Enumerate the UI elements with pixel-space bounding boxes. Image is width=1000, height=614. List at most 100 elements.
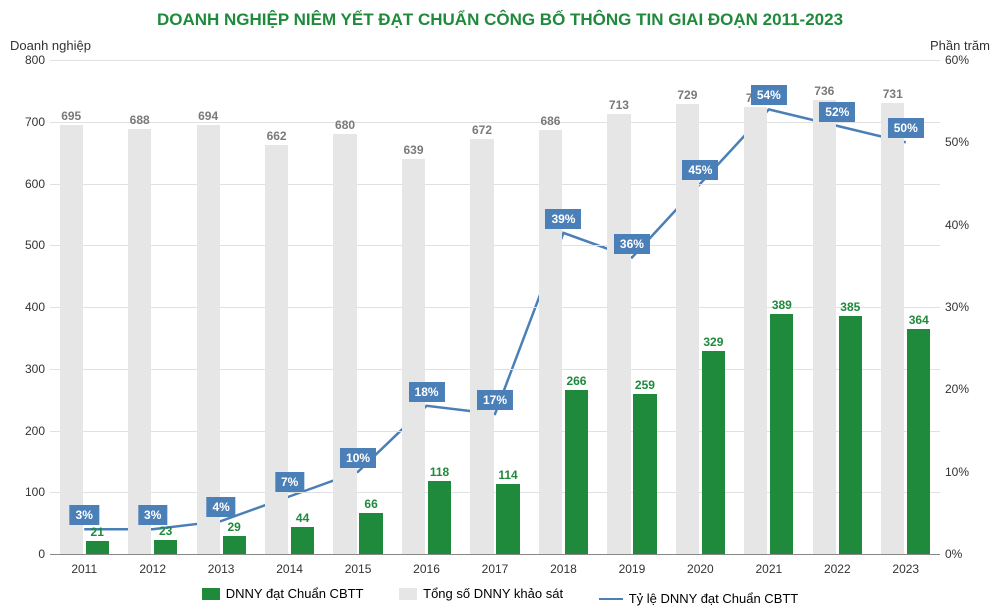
ytick-left: 200 <box>10 424 45 438</box>
bar-pass <box>359 513 382 554</box>
bar-pass-label: 29 <box>227 520 240 534</box>
bar-pass-label: 389 <box>772 298 792 312</box>
legend: DNNY đạt Chuẩn CBTT Tổng số DNNY khảo sá… <box>0 586 1000 606</box>
bar-pass <box>907 329 930 554</box>
ratio-label: 4% <box>206 497 235 517</box>
xtick: 2020 <box>687 562 714 576</box>
xtick: 2019 <box>619 562 646 576</box>
bar-total-label: 731 <box>883 87 903 101</box>
ratio-label: 45% <box>682 160 718 180</box>
ytick-right: 30% <box>945 300 990 314</box>
bar-pass <box>291 527 314 554</box>
bar-total-label: 680 <box>335 118 355 132</box>
ytick-left: 500 <box>10 238 45 252</box>
bar-total-label: 736 <box>814 84 834 98</box>
ytick-right: 50% <box>945 135 990 149</box>
bar-pass <box>496 484 519 554</box>
ytick-right: 40% <box>945 218 990 232</box>
grid-line <box>50 431 940 432</box>
xtick: 2016 <box>413 562 440 576</box>
bar-total <box>813 100 836 554</box>
bar-pass-label: 329 <box>703 335 723 349</box>
bar-total <box>539 130 562 554</box>
ytick-right: 60% <box>945 53 990 67</box>
bar-total-label: 729 <box>677 88 697 102</box>
bar-pass-label: 259 <box>635 378 655 392</box>
bar-pass-label: 66 <box>364 497 377 511</box>
ytick-right: 20% <box>945 382 990 396</box>
bar-total <box>265 145 288 554</box>
xtick: 2017 <box>482 562 509 576</box>
legend-item-line: Tỷ lệ DNNY đạt Chuẩn CBTT <box>599 591 799 606</box>
legend-item-green: DNNY đạt Chuẩn CBTT <box>202 586 364 601</box>
bar-total-label: 662 <box>267 129 287 143</box>
bar-total <box>881 103 904 554</box>
bar-total-label: 639 <box>404 143 424 157</box>
grid-line <box>50 184 940 185</box>
ratio-label: 54% <box>751 85 787 105</box>
ytick-left: 800 <box>10 53 45 67</box>
ratio-label: 39% <box>545 209 581 229</box>
bar-total-label: 695 <box>61 109 81 123</box>
ytick-left: 300 <box>10 362 45 376</box>
bar-pass-label: 21 <box>91 525 104 539</box>
ytick-left: 600 <box>10 177 45 191</box>
bar-pass <box>770 314 793 554</box>
legend-swatch-green <box>202 588 220 600</box>
ytick-left: 100 <box>10 485 45 499</box>
bar-pass <box>565 390 588 554</box>
bar-total-label: 688 <box>130 113 150 127</box>
bar-pass-label: 385 <box>840 300 860 314</box>
bar-total <box>128 129 151 554</box>
xtick: 2022 <box>824 562 851 576</box>
bar-total <box>607 114 630 554</box>
bar-pass-label: 364 <box>909 313 929 327</box>
legend-label-green: DNNY đạt Chuẩn CBTT <box>226 586 364 601</box>
bar-pass-label: 114 <box>498 468 517 482</box>
bar-total <box>470 139 493 554</box>
ytick-right: 0% <box>945 547 990 561</box>
bar-total-label: 694 <box>198 109 218 123</box>
grid-line <box>50 60 940 61</box>
bar-pass <box>86 541 109 554</box>
bar-total <box>60 125 83 554</box>
grid-line <box>50 307 940 308</box>
bar-total-label: 686 <box>540 114 560 128</box>
grid-line <box>50 369 940 370</box>
chart-title: DOANH NGHIỆP NIÊM YẾT ĐẠT CHUẨN CÔNG BỐ … <box>0 10 1000 30</box>
bar-pass-label: 23 <box>159 524 172 538</box>
legend-label-gray: Tổng số DNNY khảo sát <box>423 586 563 601</box>
combo-chart: DOANH NGHIỆP NIÊM YẾT ĐẠT CHUẨN CÔNG BỐ … <box>0 0 1000 614</box>
xtick: 2014 <box>276 562 303 576</box>
bar-total <box>744 107 767 554</box>
xtick: 2015 <box>345 562 372 576</box>
bar-total <box>402 159 425 554</box>
ratio-label: 3% <box>138 505 167 525</box>
bar-pass <box>428 481 451 554</box>
baseline <box>50 554 940 555</box>
xtick: 2013 <box>208 562 235 576</box>
xtick: 2021 <box>755 562 782 576</box>
legend-swatch-line <box>599 598 623 600</box>
y-right-label: Phần trăm <box>930 38 990 53</box>
grid-line <box>50 122 940 123</box>
legend-label-line: Tỷ lệ DNNY đạt Chuẩn CBTT <box>629 591 799 606</box>
grid-line <box>50 245 940 246</box>
legend-item-gray: Tổng số DNNY khảo sát <box>399 586 563 601</box>
grid-line <box>50 492 940 493</box>
ytick-right: 10% <box>945 465 990 479</box>
ratio-label: 10% <box>340 448 376 468</box>
bar-total <box>197 125 220 554</box>
y-left-label: Doanh nghiệp <box>10 38 91 53</box>
ytick-left: 700 <box>10 115 45 129</box>
ytick-left: 400 <box>10 300 45 314</box>
xtick: 2023 <box>892 562 919 576</box>
bar-total-label: 672 <box>472 123 492 137</box>
ratio-label: 52% <box>819 102 855 122</box>
bar-pass <box>154 540 177 554</box>
ratio-label: 7% <box>275 472 304 492</box>
bar-pass <box>223 536 246 554</box>
bar-pass <box>839 316 862 554</box>
bar-total <box>333 134 356 554</box>
bar-total-label: 713 <box>609 98 629 112</box>
